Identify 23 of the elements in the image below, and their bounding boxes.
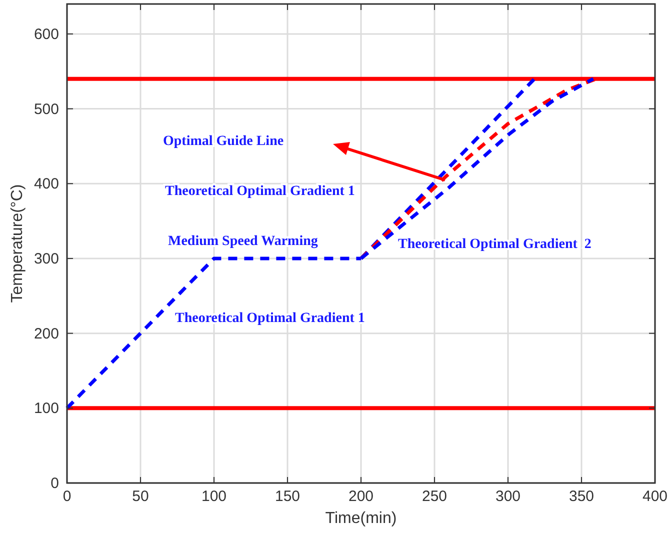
x-tick-label: 0: [62, 488, 72, 505]
y-tick-label: 500: [34, 100, 59, 118]
x-tick-label: 50: [132, 488, 149, 505]
y-tick-label: 100: [34, 400, 59, 418]
x-axis-title: Time(min): [325, 510, 397, 527]
y-tick-label: 0: [50, 475, 59, 492]
y-tick-label: 400: [34, 176, 59, 193]
annotation: Optimal Guide Line: [163, 134, 284, 149]
y-axis-title: Temperature(°C): [9, 184, 26, 303]
x-tick-label: 350: [568, 488, 594, 505]
x-tick-label: 300: [495, 488, 521, 505]
annotation: Theoretical Optimal Gradient 2: [398, 237, 592, 252]
annotation: Medium Speed Warming: [168, 234, 318, 249]
y-tick-label: 200: [34, 325, 59, 342]
x-tick-label: 250: [422, 488, 448, 505]
x-tick-label: 100: [201, 488, 227, 505]
x-tick-label: 200: [348, 488, 374, 505]
y-tick-label: 600: [34, 26, 59, 43]
x-tick-label: 400: [642, 488, 668, 505]
x-tick-label: 150: [274, 488, 300, 505]
annotation: Theoretical Optimal Gradient 1: [165, 184, 355, 199]
annotation: Theoretical Optimal Gradient 1: [175, 311, 365, 326]
y-tick-label: 300: [34, 250, 59, 268]
